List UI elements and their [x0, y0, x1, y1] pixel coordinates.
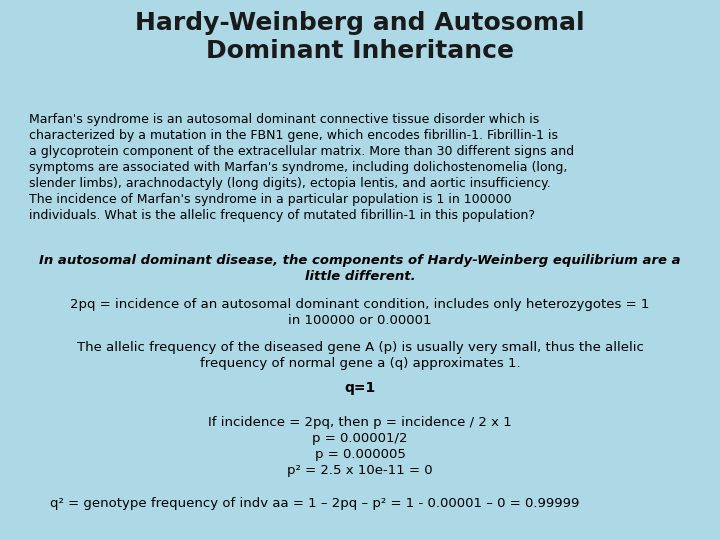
- Text: q=1: q=1: [344, 381, 376, 395]
- Text: The allelic frequency of the diseased gene A (p) is usually very small, thus the: The allelic frequency of the diseased ge…: [76, 341, 644, 370]
- Text: If incidence = 2pq, then p = incidence / 2 x 1
p = 0.00001/2
p = 0.000005
p² = 2: If incidence = 2pq, then p = incidence /…: [208, 416, 512, 477]
- Text: 2pq = incidence of an autosomal dominant condition, includes only heterozygotes : 2pq = incidence of an autosomal dominant…: [71, 298, 649, 327]
- Text: Hardy-Weinberg and Autosomal
Dominant Inheritance: Hardy-Weinberg and Autosomal Dominant In…: [135, 11, 585, 63]
- Text: In autosomal dominant disease, the components of Hardy-Weinberg equilibrium are : In autosomal dominant disease, the compo…: [39, 254, 681, 283]
- Text: Marfan's syndrome is an autosomal dominant connective tissue disorder which is
c: Marfan's syndrome is an autosomal domina…: [29, 113, 574, 222]
- Text: q² = genotype frequency of indv aa = 1 – 2pq – p² = 1 - 0.00001 – 0 = 0.99999: q² = genotype frequency of indv aa = 1 –…: [50, 497, 580, 510]
